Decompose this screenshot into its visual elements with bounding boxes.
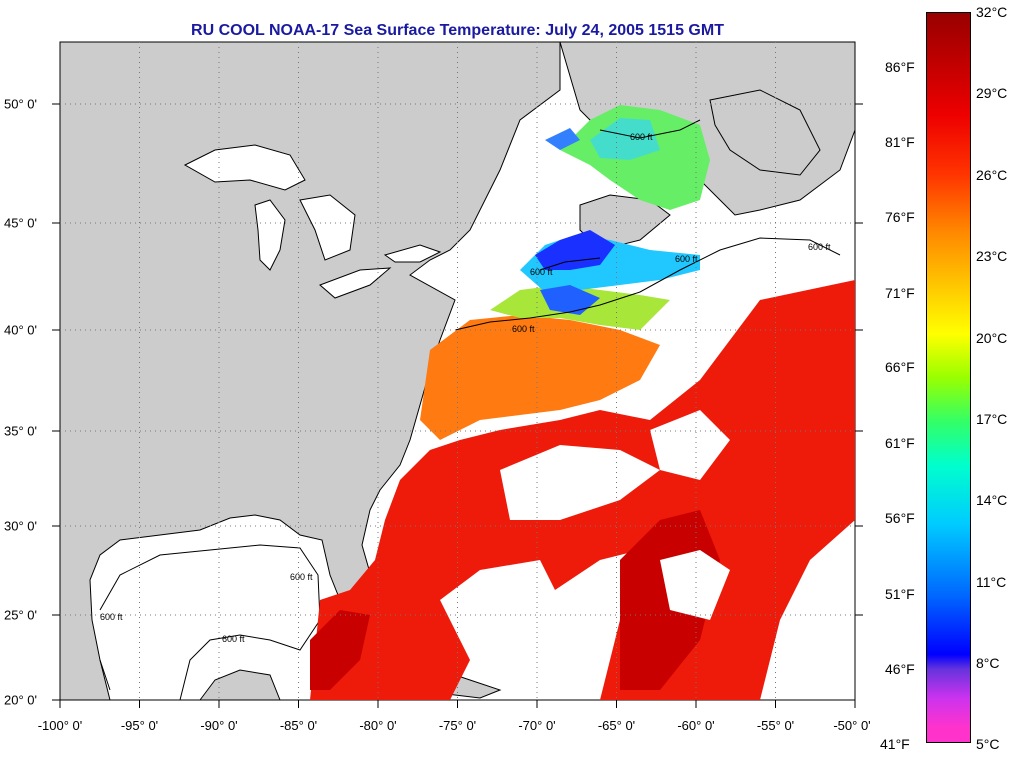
- cloud-gap-2: [440, 560, 560, 660]
- lon-label: -100° 0': [37, 718, 83, 733]
- cloud-gap-4: [660, 550, 730, 620]
- sst-cold-core-2: [540, 285, 600, 315]
- atlantic-contour: [454, 119, 841, 331]
- sst-hot-patch-2: [310, 610, 370, 690]
- lake-ontario: [383, 244, 442, 263]
- contour-label: 600 ft: [530, 267, 553, 277]
- newfoundland-land: [709, 89, 821, 176]
- fahrenheit-label: 41°F: [880, 736, 910, 752]
- contour-label: 600 ft: [100, 612, 123, 622]
- lon-label: -70° 0': [518, 718, 556, 733]
- yucatan-land: [199, 669, 281, 701]
- great-lakes: [183, 144, 442, 299]
- lon-label: -85° 0': [279, 718, 318, 733]
- celsius-label: 5°C: [976, 736, 1000, 752]
- sst-st-lawrence-cyan: [590, 118, 660, 160]
- celsius-label: 20°C: [976, 330, 1008, 346]
- contour-label: 600 ft: [512, 324, 535, 334]
- lon-label: -80° 0': [359, 718, 397, 733]
- contour-label: 600 ft: [675, 254, 698, 264]
- celsius-label: 32°C: [976, 4, 1008, 20]
- lon-label: -50° 0': [833, 718, 871, 733]
- celsius-label: 23°C: [976, 248, 1008, 264]
- fahrenheit-label: 71°F: [885, 285, 915, 301]
- lat-label: 30° 0': [4, 518, 37, 534]
- lon-label: -95° 0': [120, 718, 159, 733]
- celsius-label: 8°C: [976, 655, 1000, 671]
- celsius-label: 29°C: [976, 85, 1008, 101]
- gulf-contour: [99, 544, 321, 701]
- lat-label: 20° 0': [4, 692, 37, 708]
- sst-st-lawrence-blue: [545, 128, 580, 150]
- contour-label: 600 ft: [808, 242, 831, 252]
- lat-label: 40° 0': [4, 322, 37, 338]
- celsius-label: 14°C: [976, 492, 1008, 508]
- map-title: RU COOL NOAA-17 Sea Surface Temperature:…: [191, 22, 724, 39]
- lon-label: -75° 0': [438, 718, 477, 733]
- lon-label: -65° 0': [597, 718, 636, 733]
- celsius-label: 11°C: [976, 574, 1007, 590]
- contour-labels: 600 ft 600 ft 600 ft 600 ft 600 ft 600 f…: [100, 132, 831, 644]
- land: [59, 41, 856, 701]
- lake-superior: [183, 144, 306, 191]
- lon-label: -60° 0': [677, 718, 715, 733]
- fahrenheit-label: 61°F: [885, 435, 915, 451]
- cloud-gap-3: [650, 410, 730, 480]
- lat-label: 50° 0': [4, 96, 37, 112]
- lake-erie: [319, 267, 392, 299]
- lat-label: 35° 0': [4, 423, 37, 439]
- lon-label: -55° 0': [756, 718, 795, 733]
- lon-label: -90° 0': [200, 718, 238, 733]
- fahrenheit-label: 76°F: [885, 209, 915, 225]
- ticks: [52, 103, 863, 708]
- contour-label: 600 ft: [222, 634, 245, 644]
- fahrenheit-label: 86°F: [885, 59, 915, 75]
- fahrenheit-label: 51°F: [885, 586, 915, 602]
- temperature-colorbar: [926, 12, 971, 743]
- fahrenheit-label: 66°F: [885, 359, 915, 375]
- fahrenheit-label: 81°F: [885, 134, 915, 150]
- sst-cold-core: [535, 230, 615, 270]
- contour-label: 600 ft: [630, 132, 653, 142]
- sst-mid-atlantic: [420, 315, 660, 440]
- lake-michigan: [254, 199, 286, 271]
- celsius-label: 26°C: [976, 167, 1008, 183]
- fahrenheit-label: 56°F: [885, 510, 915, 526]
- lat-label: 25° 0': [4, 607, 37, 623]
- celsius-label: 17°C: [976, 411, 1008, 427]
- lat-label: 45° 0': [4, 215, 37, 231]
- sst-data: [310, 105, 855, 700]
- fahrenheit-label: 46°F: [885, 661, 915, 677]
- lake-huron: [299, 194, 356, 261]
- contour-label: 600 ft: [290, 572, 313, 582]
- cloud-gap-1: [500, 445, 660, 520]
